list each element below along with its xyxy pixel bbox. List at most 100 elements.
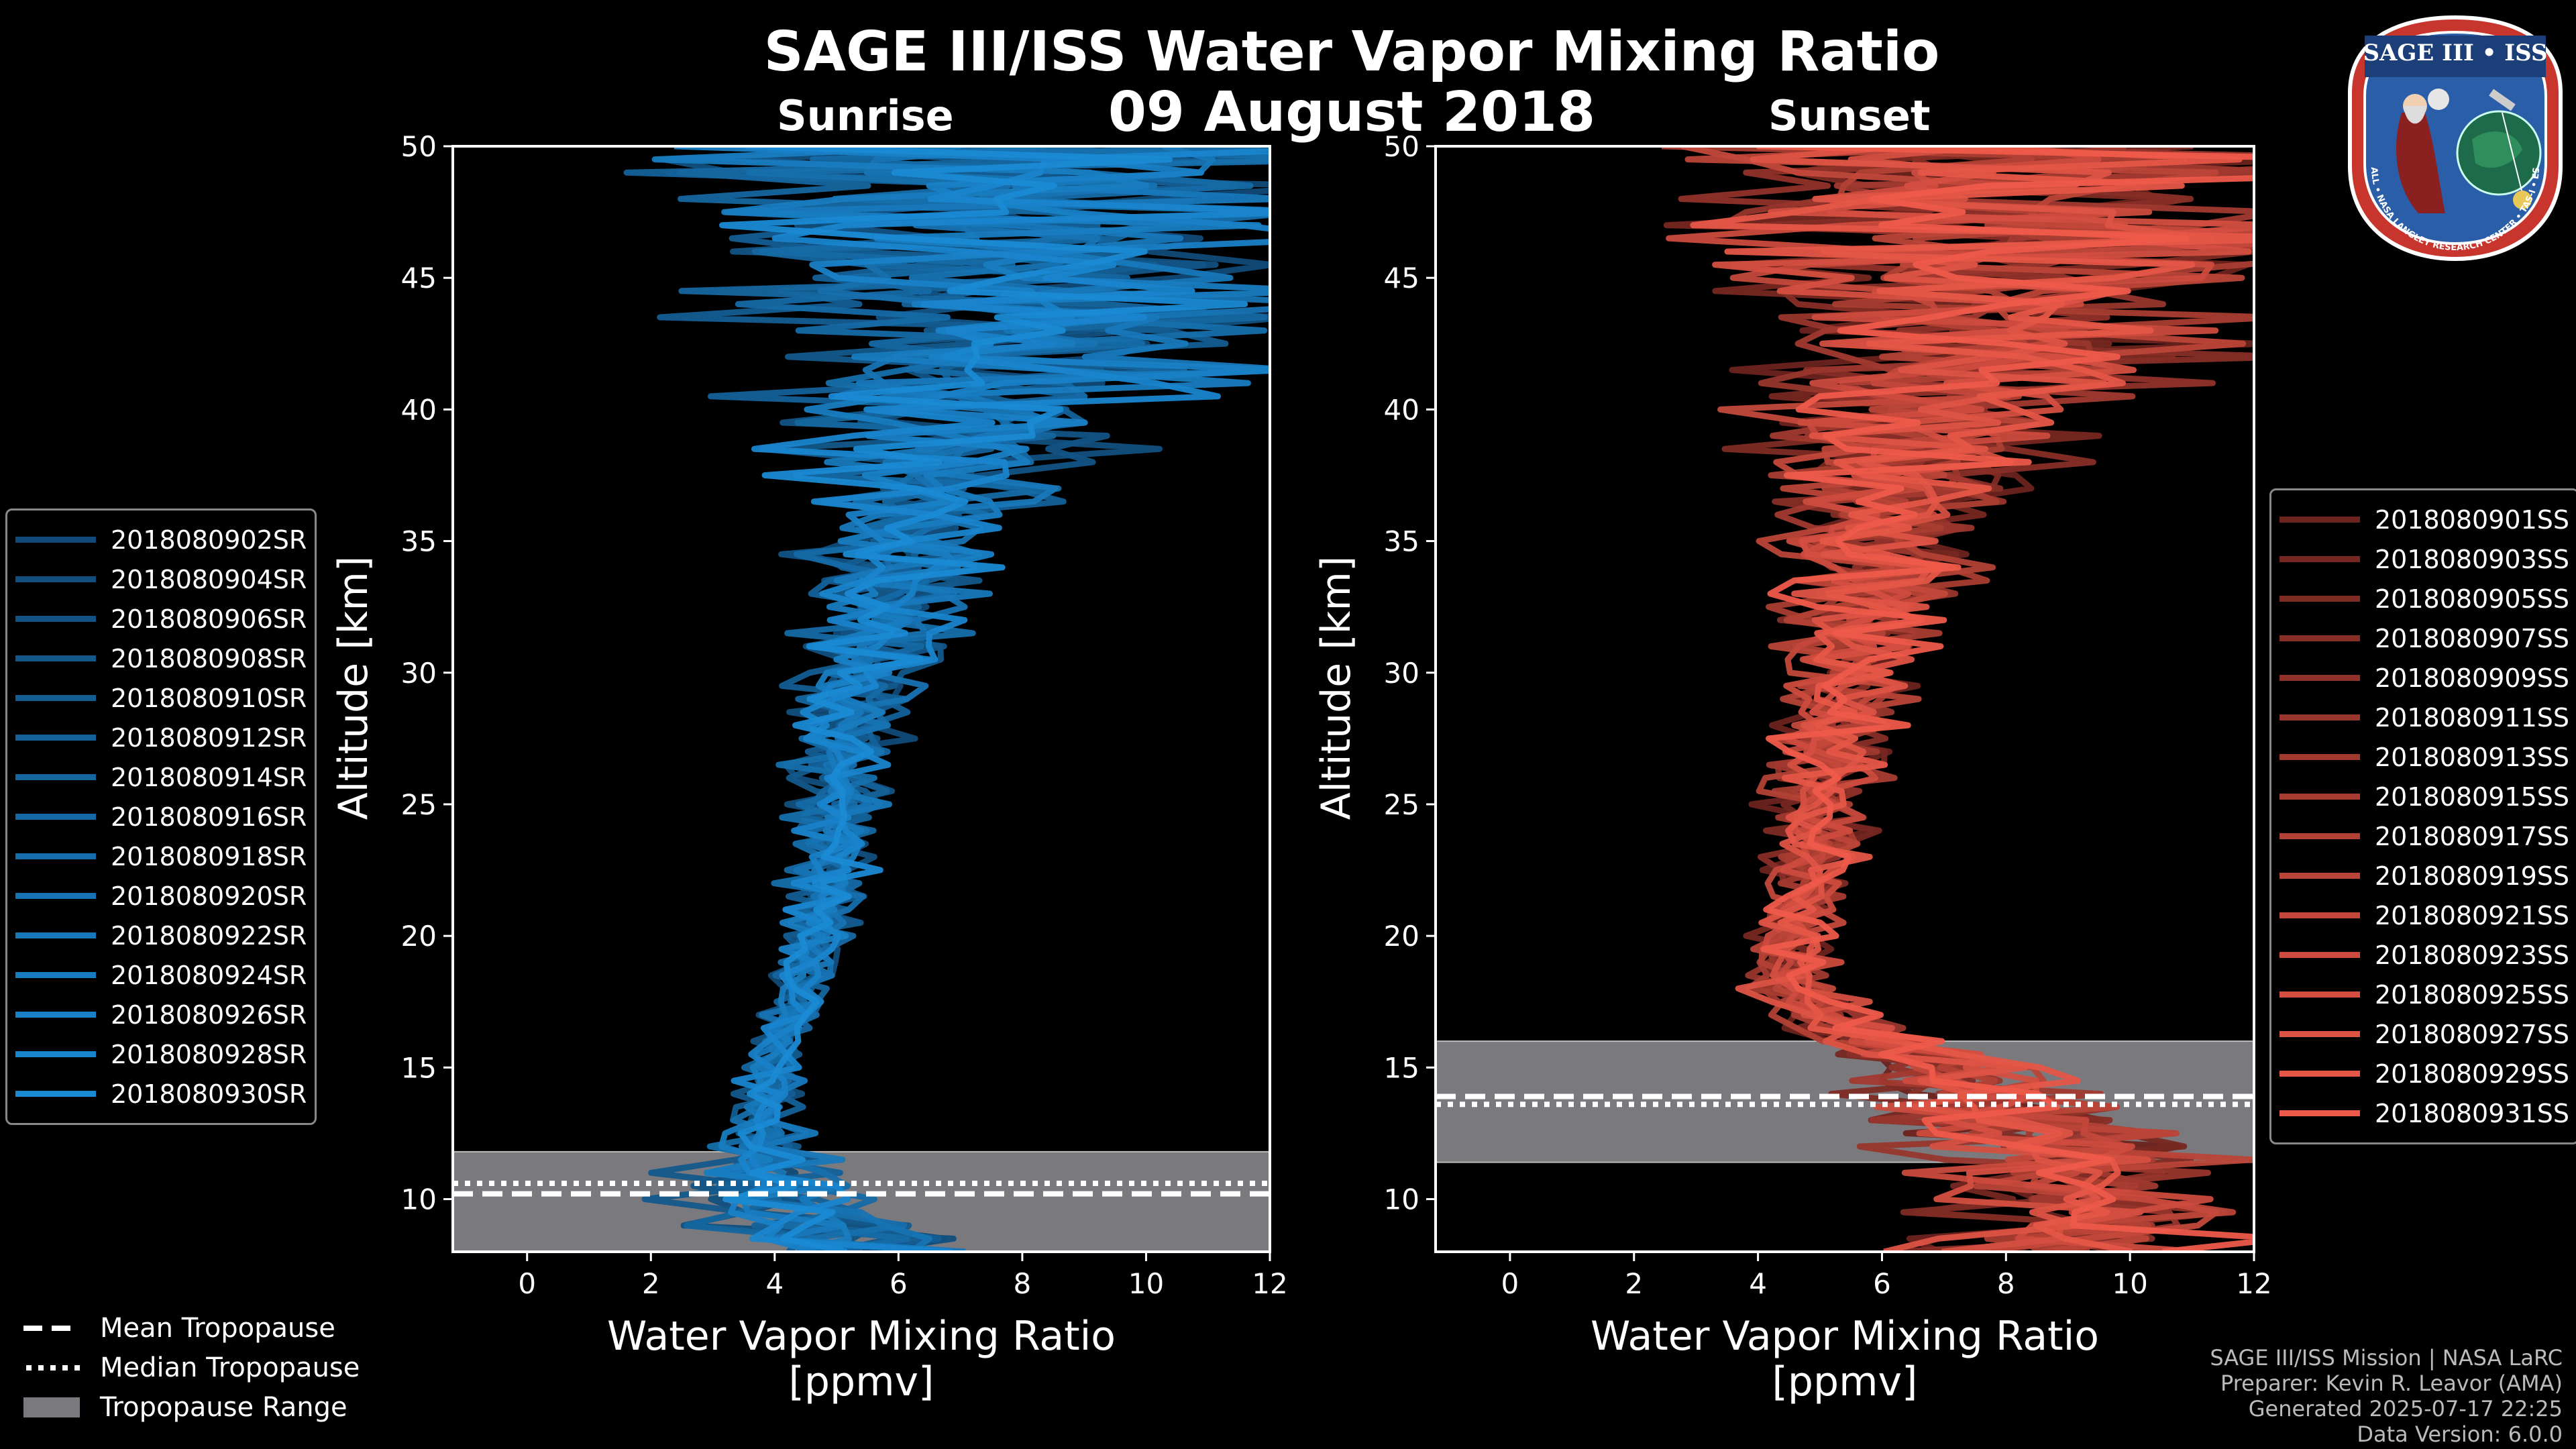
legend-label: 2018080907SS — [2375, 623, 2570, 653]
plot-frame — [451, 145, 1271, 1253]
x-tick-label: 0 — [1501, 1267, 1519, 1300]
x-tick-label: 8 — [1997, 1267, 2015, 1300]
legend-item: 2018080901SS — [2279, 500, 2569, 539]
credit-mission: SAGE III/ISS Mission | NASA LaRC — [2210, 1345, 2563, 1371]
sunrise-title: Sunrise — [777, 91, 954, 140]
legend-label: 2018080918SR — [111, 841, 307, 871]
x-tick-label: 10 — [2112, 1267, 2147, 1300]
legend-swatch — [2279, 833, 2360, 839]
legend-swatch — [15, 893, 96, 899]
legend-item: 2018080918SR — [15, 837, 307, 876]
x-tick-label: 4 — [1749, 1267, 1767, 1300]
legend-median-tropopause: Median Tropopause — [23, 1348, 360, 1387]
legend-range-label: Tropopause Range — [100, 1391, 347, 1423]
y-tick-label: 25 — [401, 788, 437, 821]
legend-item: 2018080919SS — [2279, 856, 2569, 896]
legend-swatch — [2279, 1110, 2360, 1116]
legend-label: 2018080916SR — [111, 802, 307, 832]
legend-label: 2018080910SR — [111, 683, 307, 713]
profile-line-2018080930SR — [719, 146, 1248, 1252]
legend-label: 2018080921SS — [2375, 900, 2570, 930]
y-tick-label: 20 — [401, 920, 437, 953]
legend-item: 2018080914SR — [15, 757, 307, 797]
profiles — [1661, 146, 2254, 1252]
legend-item: 2018080908SR — [15, 639, 307, 678]
legend-item: 2018080926SR — [15, 995, 307, 1034]
x-tick-label: 2 — [1625, 1267, 1643, 1300]
profile-line-2018080928SR — [731, 148, 1270, 1252]
x-tick-label: 12 — [1252, 1267, 1287, 1300]
x-tick-label: 8 — [1014, 1267, 1032, 1300]
x-axis-label: Water Vapor Mixing Ratio — [607, 1313, 1116, 1360]
legend-swatch — [15, 1012, 96, 1018]
x-tick-label: 12 — [2236, 1267, 2271, 1300]
credit-generated: Generated 2025-07-17 22:25 — [2248, 1396, 2563, 1421]
legend-item: 2018080902SR — [15, 520, 307, 559]
main-title: SAGE III/ISS Water Vapor Mixing Ratio — [763, 20, 1940, 84]
y-tick-label: 35 — [1384, 525, 1419, 558]
y-axis-label: Altitude [km] — [1313, 556, 1360, 820]
y-tick-label: 40 — [1384, 393, 1419, 426]
legend-swatch — [15, 576, 96, 582]
tropopause-legend: Mean Tropopause Median Tropopause Tropop… — [23, 1308, 360, 1427]
x-tick-label: 10 — [1128, 1267, 1164, 1300]
legend-item: 2018080907SS — [2279, 619, 2569, 658]
x-axis-unit: [ppmv] — [1772, 1358, 1918, 1405]
y-tick-label: 30 — [1384, 657, 1419, 690]
legend-swatch — [2279, 952, 2360, 958]
legend-swatch — [15, 616, 96, 622]
legend-label: 2018080909SS — [2375, 663, 2570, 693]
y-tick-label: 50 — [401, 130, 437, 163]
profile-line-2018080924SR — [651, 146, 1270, 1252]
legend-swatch — [15, 932, 96, 938]
x-axis-unit: [ppmv] — [789, 1358, 934, 1405]
legend-item: 2018080921SS — [2279, 896, 2569, 935]
y-tick-label: 35 — [401, 525, 437, 558]
y-tick-label: 45 — [1384, 262, 1419, 294]
x-axis-label: Water Vapor Mixing Ratio — [1591, 1313, 2099, 1360]
legend-item: 2018080910SR — [15, 678, 307, 718]
legend-swatch — [2279, 991, 2360, 998]
legend-swatch — [15, 972, 96, 978]
legend-item: 2018080931SS — [2279, 1093, 2569, 1133]
legend-swatch — [15, 814, 96, 820]
legend-item: 2018080927SS — [2279, 1014, 2569, 1054]
legend-mean-tropopause: Mean Tropopause — [23, 1308, 360, 1348]
legend-label: 2018080929SS — [2375, 1059, 2570, 1089]
legend-swatch — [15, 735, 96, 741]
legend-swatch — [15, 695, 96, 701]
x-tick-label: 0 — [518, 1267, 536, 1300]
legend-item: 2018080911SS — [2279, 698, 2569, 737]
y-tick-label: 45 — [401, 262, 437, 294]
legend-label: 2018080906SR — [111, 604, 307, 634]
profile-line-2018080931SS — [1756, 146, 2254, 1252]
legend-label: 2018080912SR — [111, 722, 307, 753]
y-tick-label: 25 — [1384, 788, 1419, 821]
profile-line-2018080921SS — [1681, 146, 2254, 1252]
legend-label: 2018080913SS — [2375, 742, 2570, 772]
x-tick-label: 6 — [890, 1267, 908, 1300]
legend-swatch — [2279, 754, 2360, 760]
legend-item: 2018080905SS — [2279, 579, 2569, 619]
legend-item: 2018080928SR — [15, 1034, 307, 1074]
legend-label: 2018080901SS — [2375, 504, 2570, 535]
legend-tropopause-range: Tropopause Range — [23, 1387, 360, 1427]
legend-item: 2018080920SR — [15, 876, 307, 916]
legend-swatch — [2279, 912, 2360, 918]
chart-panel-sunrise: 0 2 4 6 8 10 12 10 15 20 25 30 35 40 45 50 Water Vapor M… — [330, 130, 1288, 1405]
legend-item: 2018080929SS — [2279, 1054, 2569, 1093]
legend-item: 2018080909SS — [2279, 658, 2569, 698]
profile-line-2018080929SS — [1690, 146, 2254, 1252]
legend-swatch — [2279, 596, 2360, 602]
legend-swatch — [2279, 635, 2360, 641]
legend-item: 2018080903SS — [2279, 539, 2569, 579]
legend-swatch — [2279, 675, 2360, 681]
legend-item: 2018080904SR — [15, 559, 307, 599]
legend-label: 2018080903SS — [2375, 544, 2570, 574]
date-title: 09 August 2018 — [1108, 80, 1596, 144]
legend-swatch — [15, 853, 96, 859]
profiles — [623, 146, 1270, 1252]
legend-swatch — [2279, 1031, 2360, 1037]
legend-swatch — [15, 655, 96, 661]
